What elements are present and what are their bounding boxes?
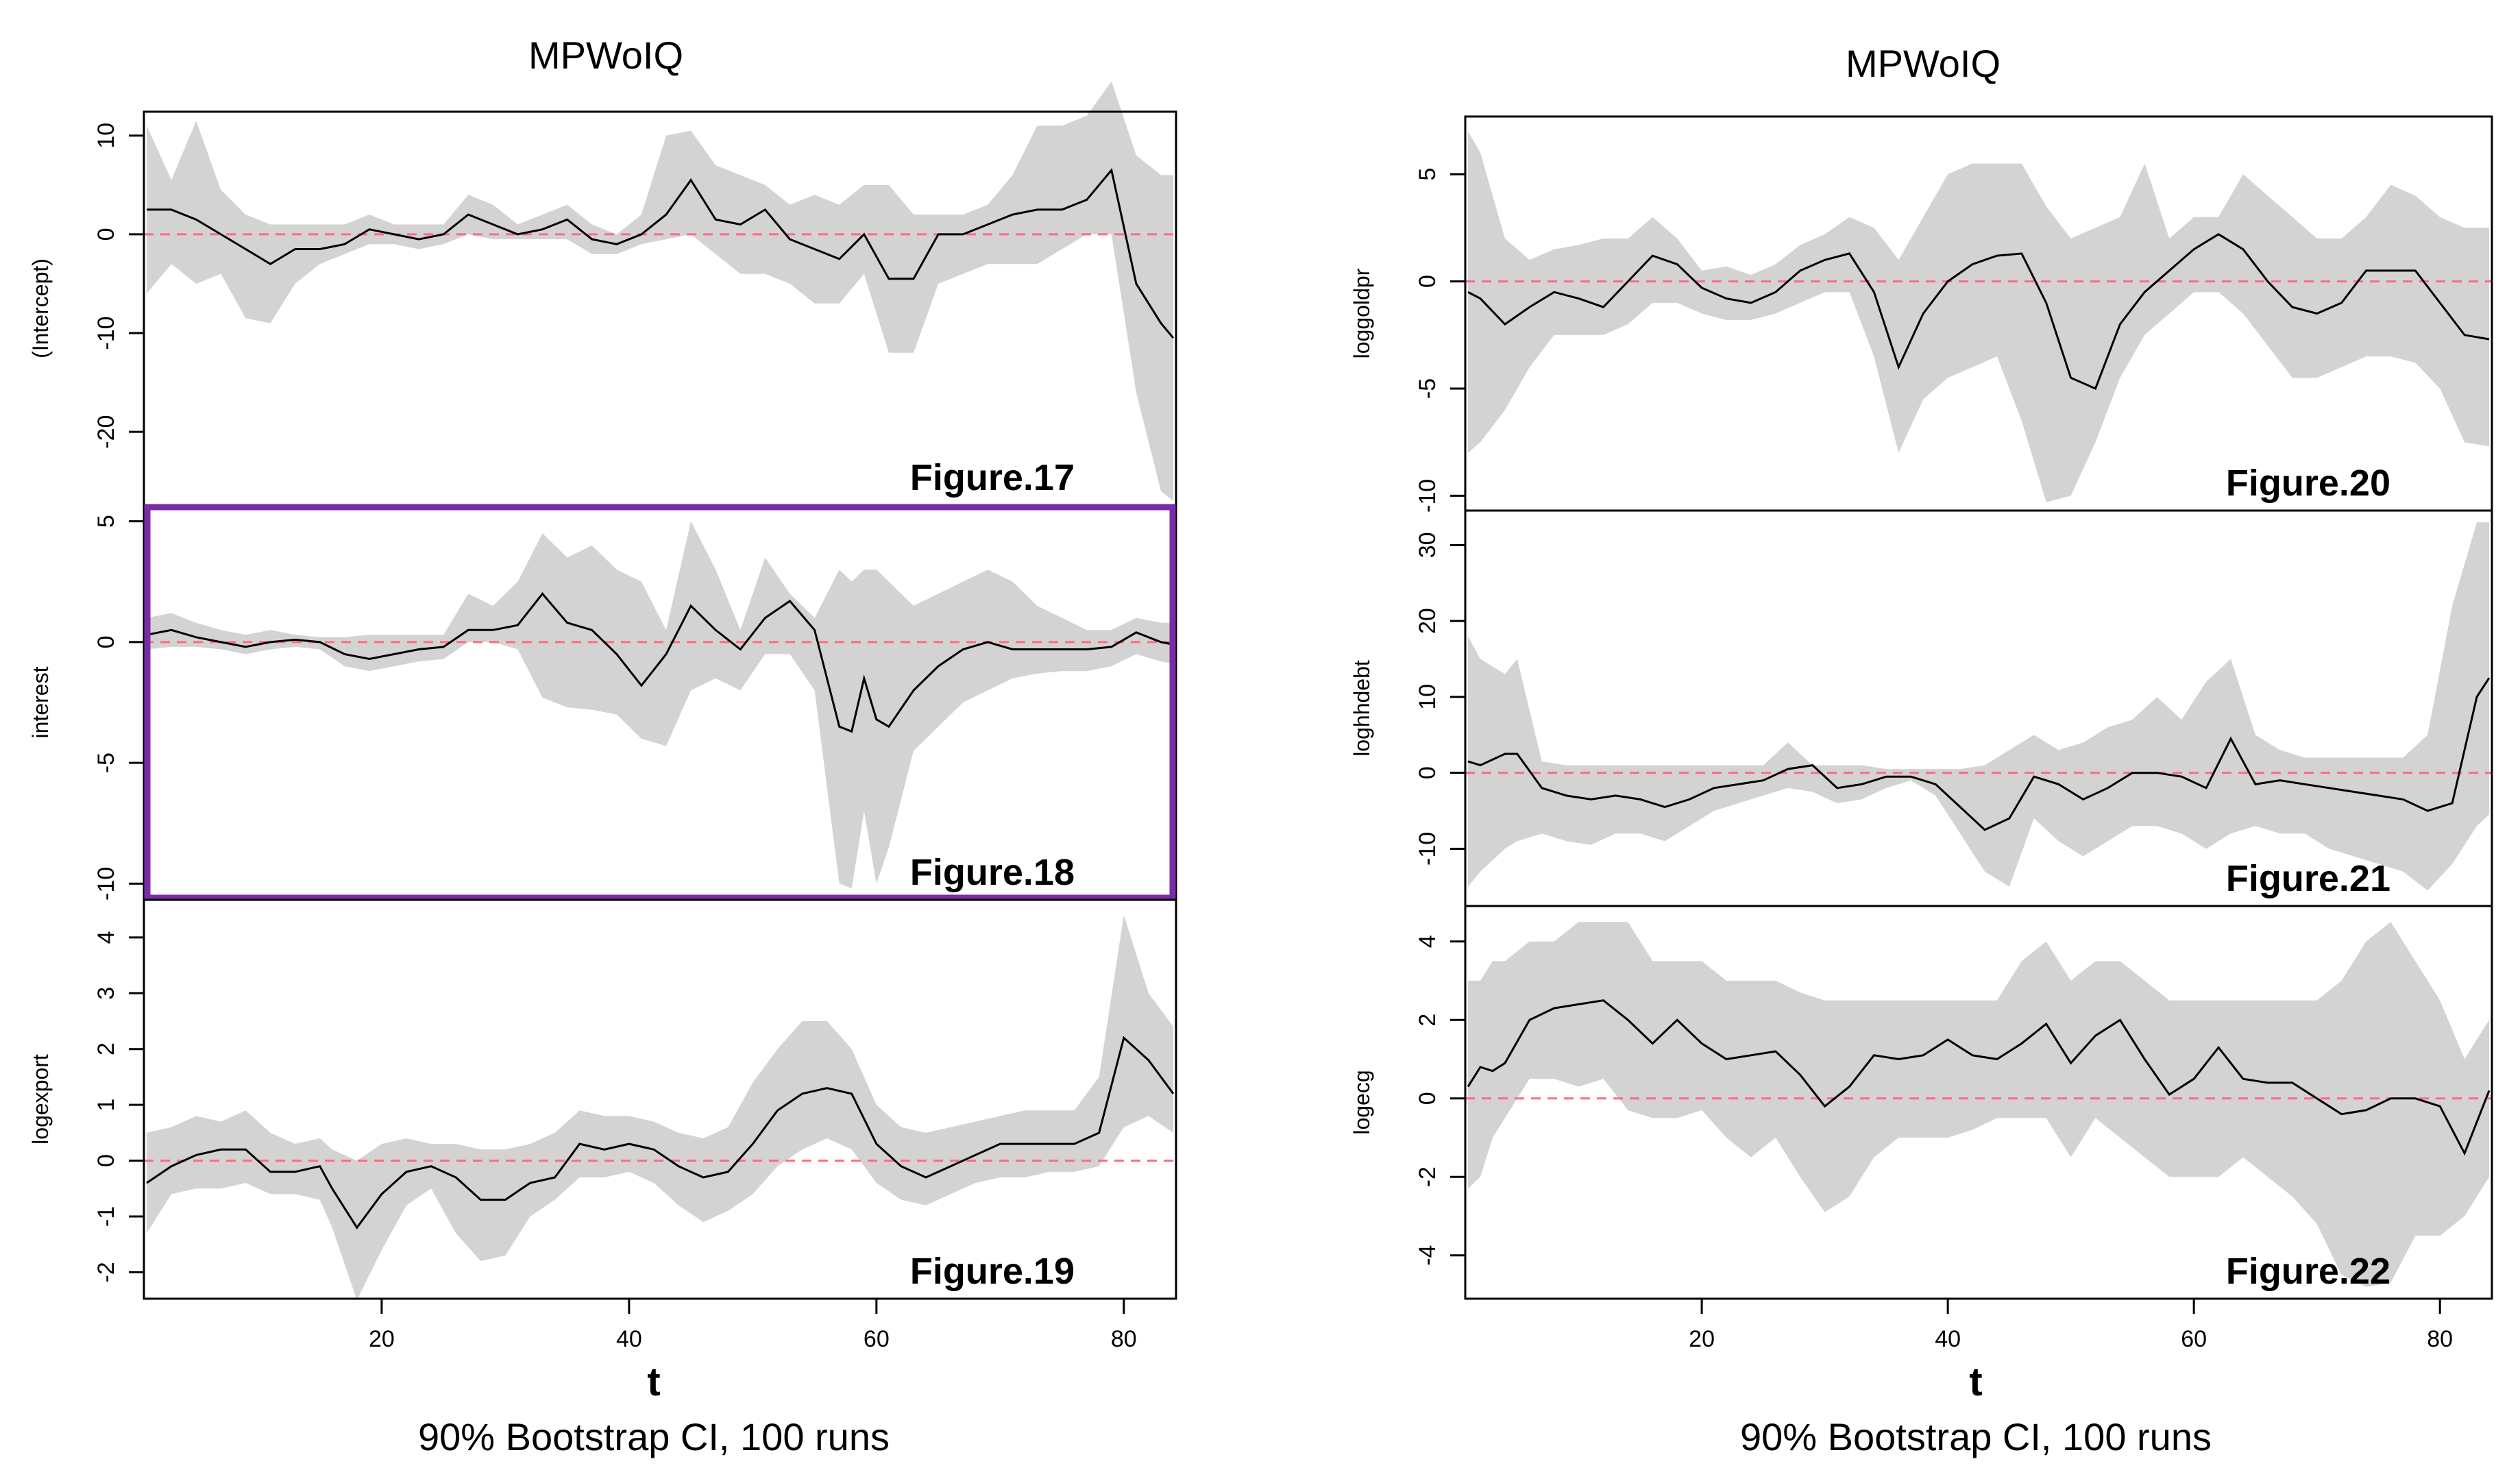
y-axis-label: logexport: [28, 1054, 53, 1145]
y-tick-label: -20: [93, 415, 119, 449]
y-tick-label: 0: [93, 1154, 119, 1167]
figure-label: Figure.20: [2226, 463, 2390, 504]
y-axis-label: (Intercept): [28, 258, 53, 358]
y-tick-label: -2: [1415, 1166, 1441, 1187]
y-tick-label: -2: [93, 1262, 119, 1282]
panel-frame: [1464, 905, 2493, 1300]
y-tick-label: 2: [93, 1042, 119, 1055]
ci-band: [1468, 131, 2489, 502]
x-tick-label: 60: [2181, 1326, 2207, 1352]
y-tick-label: -10: [93, 316, 119, 350]
panel-figure-18: -10 -5 0 5 interest Figure.18: [28, 504, 1177, 901]
right-caption: 90% Bootstrap CI, 100 runs: [1740, 1415, 2212, 1458]
y-tick-label: 2: [1415, 1014, 1441, 1027]
y-tick-label: 20: [1415, 608, 1441, 634]
y-tick-label: -5: [93, 752, 119, 773]
y-tick-label: 1: [93, 1099, 119, 1112]
y-tick-label: 30: [1415, 532, 1441, 558]
y-axis-label: loggoldpr: [1349, 268, 1374, 358]
left-caption: 90% Bootstrap CI, 100 runs: [418, 1415, 890, 1458]
ci-band: [1468, 522, 2489, 891]
ci-band: [1468, 922, 2489, 1287]
x-tick-label: 20: [369, 1326, 395, 1352]
x-tick-label: 60: [864, 1326, 890, 1352]
y-tick-label: 10: [93, 123, 119, 149]
y-tick-label: 0: [1415, 275, 1441, 288]
y-tick-label: -1: [93, 1206, 119, 1227]
y-tick-label: -10: [1415, 832, 1441, 866]
y-axis-label: loghhdebt: [1349, 660, 1374, 757]
y-axis-label: logecg: [1349, 1070, 1374, 1134]
right-xlabel: t: [1969, 1360, 1982, 1404]
estimate-line: [147, 167, 1175, 339]
y-tick-label: 10: [1415, 684, 1441, 710]
y-tick-label: -4: [1415, 1245, 1441, 1266]
y-tick-label: 5: [1415, 168, 1441, 181]
figure-label: Figure.21: [2226, 858, 2390, 899]
y-tick-label: 0: [93, 635, 119, 648]
panel-figure-19: -2 -1 0 1 2 3 4 logexport Figure.19 20 40 60 80: [28, 898, 1177, 1352]
figure-label: Figure.18: [910, 852, 1075, 893]
figure-label: Figure.17: [910, 457, 1075, 498]
left-title: MPWoIQ: [528, 34, 683, 77]
y-axis-label: interest: [28, 666, 53, 738]
y-tick-label: 4: [1415, 935, 1441, 948]
estimate-line: [146, 1036, 1175, 1229]
right-title: MPWoIQ: [1846, 42, 2001, 85]
estimate-line: [146, 592, 1174, 733]
y-tick-label: 4: [93, 931, 119, 944]
panel-figure-21: -10 0 10 20 30 loghhdebt Figure.21: [1349, 509, 2493, 907]
x-tick-label: 20: [1689, 1326, 1715, 1352]
ci-band: [147, 81, 1173, 502]
y-tick-label: 0: [1415, 766, 1441, 779]
figure-label: Figure.19: [910, 1251, 1075, 1292]
y-tick-label: 3: [93, 987, 119, 1000]
panel-figure-20: -10 -5 0 5 loggoldpr Figure.20: [1349, 115, 2493, 513]
y-tick-label: 0: [1415, 1092, 1441, 1105]
highlight-frame: [144, 504, 1176, 901]
y-tick-label: 5: [93, 515, 119, 528]
left-xlabel: t: [647, 1360, 660, 1404]
estimate-line: [1467, 233, 2490, 391]
x-tick-label: 40: [1935, 1326, 1961, 1352]
y-tick-label: -10: [93, 867, 119, 901]
estimate-line: [1467, 999, 2491, 1156]
panel-frame: [143, 898, 1177, 1300]
x-tick-label: 40: [616, 1326, 642, 1352]
y-tick-label: 0: [93, 228, 119, 241]
y-tick-label: -10: [1415, 479, 1441, 513]
estimate-line: [1467, 677, 2491, 831]
ci-band: [147, 521, 1173, 889]
x-tick-label: 80: [1111, 1326, 1137, 1352]
ci-band: [147, 915, 1173, 1301]
y-tick-label: -5: [1415, 378, 1441, 399]
x-tick-label: 80: [2427, 1326, 2453, 1352]
panel-figure-17: -20 -10 0 10 (Intercept) Figure.17: [28, 81, 1177, 506]
panel-figure-22: -4 -2 0 2 4 logecg Figure.22 20 40 60 80: [1349, 905, 2493, 1352]
figure-label: Figure.22: [2226, 1251, 2390, 1292]
